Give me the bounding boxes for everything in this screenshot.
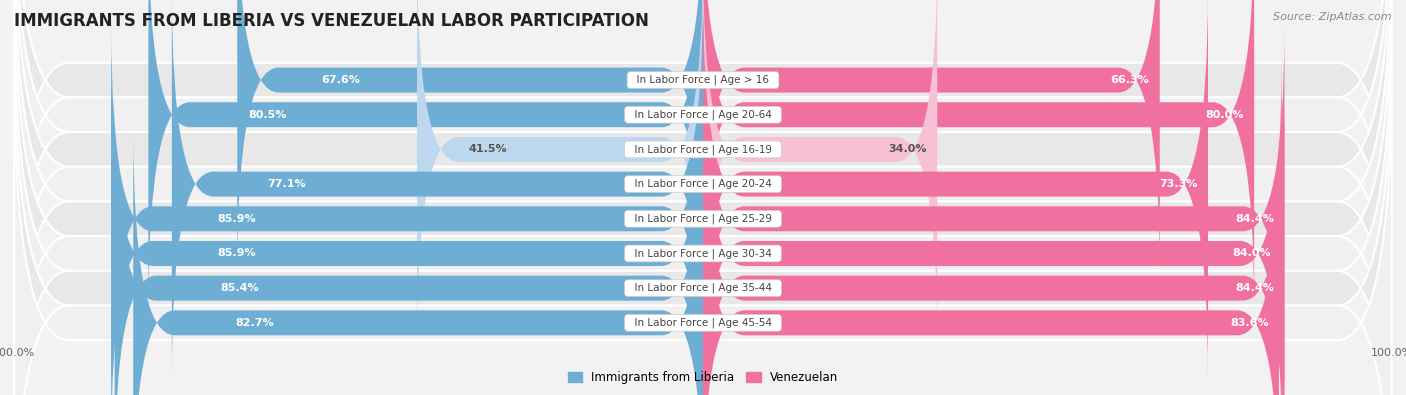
- Text: 84.4%: 84.4%: [1236, 214, 1274, 224]
- FancyBboxPatch shape: [418, 0, 703, 345]
- FancyBboxPatch shape: [703, 23, 1285, 395]
- Text: In Labor Force | Age 35-44: In Labor Force | Age 35-44: [627, 283, 779, 293]
- FancyBboxPatch shape: [14, 0, 1392, 395]
- FancyBboxPatch shape: [14, 0, 1392, 340]
- Text: In Labor Force | Age 16-19: In Labor Force | Age 16-19: [627, 144, 779, 155]
- Text: In Labor Force | Age > 16: In Labor Force | Age > 16: [630, 75, 776, 85]
- FancyBboxPatch shape: [111, 58, 703, 395]
- Text: 85.4%: 85.4%: [221, 283, 259, 293]
- Text: 80.0%: 80.0%: [1205, 110, 1244, 120]
- Text: 84.0%: 84.0%: [1233, 248, 1271, 258]
- FancyBboxPatch shape: [14, 0, 1392, 395]
- Text: In Labor Force | Age 20-24: In Labor Force | Age 20-24: [628, 179, 778, 189]
- FancyBboxPatch shape: [703, 58, 1282, 395]
- Text: In Labor Force | Age 30-34: In Labor Force | Age 30-34: [628, 248, 778, 259]
- FancyBboxPatch shape: [703, 0, 938, 345]
- FancyBboxPatch shape: [238, 0, 703, 276]
- FancyBboxPatch shape: [14, 28, 1392, 395]
- Text: 67.6%: 67.6%: [321, 75, 360, 85]
- FancyBboxPatch shape: [703, 0, 1160, 276]
- FancyBboxPatch shape: [14, 0, 1392, 375]
- FancyBboxPatch shape: [14, 0, 1392, 395]
- FancyBboxPatch shape: [14, 63, 1392, 395]
- Text: In Labor Force | Age 25-29: In Labor Force | Age 25-29: [627, 214, 779, 224]
- Text: 85.9%: 85.9%: [218, 214, 256, 224]
- FancyBboxPatch shape: [14, 0, 1392, 395]
- Text: Source: ZipAtlas.com: Source: ZipAtlas.com: [1274, 12, 1392, 22]
- Text: 84.4%: 84.4%: [1236, 283, 1274, 293]
- FancyBboxPatch shape: [115, 92, 703, 395]
- FancyBboxPatch shape: [703, 92, 1285, 395]
- FancyBboxPatch shape: [703, 0, 1208, 380]
- Text: In Labor Force | Age 45-54: In Labor Force | Age 45-54: [627, 318, 779, 328]
- FancyBboxPatch shape: [703, 127, 1279, 395]
- Text: 85.9%: 85.9%: [218, 248, 256, 258]
- FancyBboxPatch shape: [703, 0, 1254, 310]
- Text: 41.5%: 41.5%: [468, 145, 508, 154]
- Text: 83.6%: 83.6%: [1230, 318, 1268, 328]
- Text: 77.1%: 77.1%: [267, 179, 307, 189]
- Text: IMMIGRANTS FROM LIBERIA VS VENEZUELAN LABOR PARTICIPATION: IMMIGRANTS FROM LIBERIA VS VENEZUELAN LA…: [14, 12, 650, 30]
- FancyBboxPatch shape: [149, 0, 703, 310]
- Text: 34.0%: 34.0%: [889, 145, 927, 154]
- Text: 66.3%: 66.3%: [1111, 75, 1150, 85]
- Text: 80.5%: 80.5%: [249, 110, 287, 120]
- Text: 73.3%: 73.3%: [1160, 179, 1198, 189]
- FancyBboxPatch shape: [111, 23, 703, 395]
- Text: In Labor Force | Age 20-64: In Labor Force | Age 20-64: [628, 109, 778, 120]
- Legend: Immigrants from Liberia, Venezuelan: Immigrants from Liberia, Venezuelan: [562, 367, 844, 389]
- Text: 82.7%: 82.7%: [236, 318, 274, 328]
- FancyBboxPatch shape: [134, 127, 703, 395]
- FancyBboxPatch shape: [172, 0, 703, 380]
